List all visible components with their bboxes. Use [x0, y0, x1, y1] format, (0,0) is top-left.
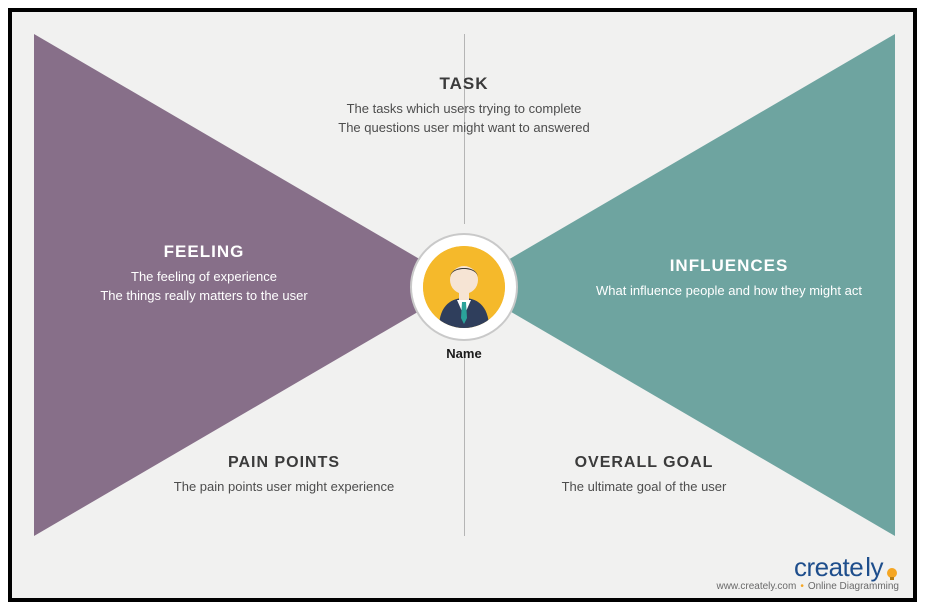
pain-desc: The pain points user might experience [134, 478, 434, 497]
watermark-subtext: www.creately.com•Online Diagramming [716, 581, 899, 592]
section-overall-goal: OVERALL GOAL The ultimate goal of the us… [494, 454, 794, 497]
dot-separator: • [796, 581, 808, 592]
avatar-inner [423, 246, 505, 328]
section-task: TASK The tasks which users trying to com… [264, 74, 664, 138]
watermark-url: www.creately.com [716, 581, 796, 592]
task-desc: The tasks which users trying to complete… [264, 100, 664, 138]
section-influences: INFLUENCES What influence people and how… [574, 256, 884, 301]
feeling-desc: The feeling of experience The things rea… [54, 268, 354, 306]
avatar-circle [410, 233, 518, 341]
avatar-label: Name [410, 346, 518, 361]
divider-bottom [464, 356, 465, 536]
logo-text-a: create [794, 552, 863, 583]
logo-text-b: ly [865, 552, 883, 583]
diagram-frame: TASK The tasks which users trying to com… [8, 8, 917, 602]
goal-title: OVERALL GOAL [494, 454, 794, 472]
person-icon [423, 246, 505, 328]
watermark: creately www.creately.com•Online Diagram… [716, 552, 899, 592]
goal-desc: The ultimate goal of the user [494, 478, 794, 497]
feeling-title: FEELING [54, 242, 354, 262]
task-title: TASK [264, 74, 664, 94]
section-pain-points: PAIN POINTS The pain points user might e… [134, 454, 434, 497]
section-feeling: FEELING The feeling of experience The th… [54, 242, 354, 306]
diagram-canvas: TASK The tasks which users trying to com… [34, 34, 895, 536]
creately-logo: creately [794, 552, 899, 583]
lightbulb-icon [885, 559, 899, 573]
pain-title: PAIN POINTS [134, 454, 434, 472]
influences-desc: What influence people and how they might… [574, 282, 884, 301]
influences-title: INFLUENCES [574, 256, 884, 276]
